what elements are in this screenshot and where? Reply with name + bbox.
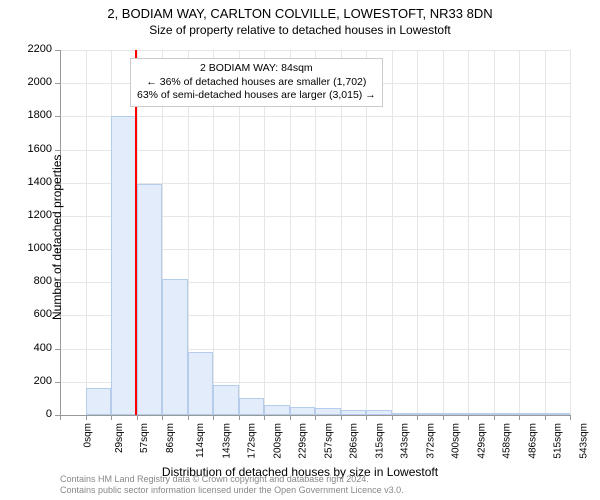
- ytick-label: 600: [12, 308, 52, 320]
- plot-area: 0200400600800100012001400160018002000220…: [60, 50, 570, 415]
- ytick-label: 1200: [12, 209, 52, 221]
- gridline-v: [570, 50, 571, 415]
- gridline-v: [519, 50, 520, 415]
- histogram-bar: [239, 398, 265, 415]
- histogram-bar: [213, 385, 239, 415]
- xtick-label: 114sqm: [195, 423, 206, 458]
- ytick-label: 0: [12, 408, 52, 420]
- xtick-label: 400sqm: [451, 423, 462, 459]
- annotation-box: 2 BODIAM WAY: 84sqm← 36% of detached hou…: [130, 58, 383, 107]
- gridline-v: [86, 50, 87, 415]
- ytick-label: 800: [12, 275, 52, 287]
- annotation-line: ← 36% of detached houses are smaller (1,…: [137, 76, 376, 90]
- ytick-label: 1400: [12, 176, 52, 188]
- footer-line-1: Contains HM Land Registry data © Crown c…: [60, 474, 404, 485]
- annotation-line: 2 BODIAM WAY: 84sqm: [137, 62, 376, 76]
- chart-title: 2, BODIAM WAY, CARLTON COLVILLE, LOWESTO…: [0, 0, 600, 21]
- xtick-label: 86sqm: [165, 423, 176, 453]
- xtick-label: 172sqm: [247, 423, 258, 459]
- xtick-label: 372sqm: [425, 423, 436, 459]
- xtick-label: 315sqm: [374, 423, 385, 459]
- xtick-label: 200sqm: [272, 423, 283, 459]
- xtick-label: 486sqm: [527, 423, 538, 459]
- annotation-line: 63% of semi-detached houses are larger (…: [137, 89, 376, 103]
- histogram-bar: [188, 352, 214, 415]
- xtick-label: 429sqm: [476, 423, 487, 459]
- histogram-bar: [137, 184, 163, 415]
- chart-subtitle: Size of property relative to detached ho…: [0, 21, 600, 37]
- gridline-v: [468, 50, 469, 415]
- y-axis-label: Number of detached properties: [50, 155, 64, 320]
- histogram-bar: [315, 408, 341, 415]
- ytick-label: 2200: [12, 43, 52, 55]
- footer-line-2: Contains public sector information licen…: [60, 485, 404, 496]
- ytick-label: 400: [12, 342, 52, 354]
- xtick-label: 0sqm: [82, 423, 93, 447]
- chart-container: 2, BODIAM WAY, CARLTON COLVILLE, LOWESTO…: [0, 0, 600, 500]
- xtick-label: 343sqm: [400, 423, 411, 459]
- xtick-label: 143sqm: [221, 423, 232, 459]
- histogram-bar: [264, 405, 290, 415]
- xtick-label: 286sqm: [349, 423, 360, 459]
- gridline-v: [494, 50, 495, 415]
- histogram-bar: [162, 279, 188, 415]
- histogram-bar: [111, 116, 137, 415]
- gridline-v: [417, 50, 418, 415]
- ytick-label: 200: [12, 375, 52, 387]
- xtick-label: 57sqm: [139, 423, 150, 453]
- xtick-label: 29sqm: [114, 423, 125, 453]
- ytick-label: 1000: [12, 242, 52, 254]
- gridline-v: [392, 50, 393, 415]
- histogram-bar: [290, 407, 316, 415]
- footer-attribution: Contains HM Land Registry data © Crown c…: [60, 474, 404, 496]
- histogram-bar: [86, 388, 112, 415]
- x-axis-line: [60, 415, 570, 416]
- ytick-label: 1600: [12, 143, 52, 155]
- gridline-v: [545, 50, 546, 415]
- xtick-label: 257sqm: [323, 423, 334, 459]
- ytick-label: 2000: [12, 76, 52, 88]
- xtick-label: 543sqm: [578, 423, 589, 459]
- xtick-mark: [570, 415, 571, 420]
- xtick-label: 229sqm: [298, 423, 309, 459]
- gridline-v: [443, 50, 444, 415]
- xtick-label: 515sqm: [553, 423, 564, 459]
- plot: 0200400600800100012001400160018002000220…: [60, 50, 570, 415]
- xtick-label: 458sqm: [502, 423, 513, 459]
- ytick-label: 1800: [12, 109, 52, 121]
